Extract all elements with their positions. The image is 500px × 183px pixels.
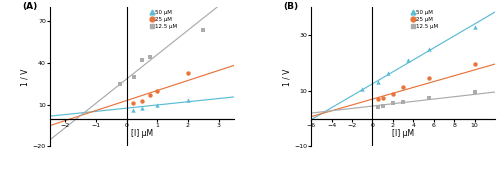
Point bbox=[389, 92, 397, 95]
Point bbox=[138, 59, 146, 62]
Point bbox=[424, 77, 432, 80]
Point bbox=[130, 75, 138, 78]
Point bbox=[384, 71, 392, 74]
Point bbox=[424, 96, 432, 99]
Point bbox=[389, 102, 397, 105]
X-axis label: [I] μM: [I] μM bbox=[392, 129, 414, 138]
Point bbox=[184, 98, 192, 101]
Point bbox=[116, 82, 124, 85]
Point bbox=[399, 100, 407, 103]
Point bbox=[138, 107, 146, 110]
Point bbox=[184, 71, 192, 74]
Text: (B): (B) bbox=[284, 2, 298, 11]
Point bbox=[154, 103, 162, 106]
Point bbox=[424, 48, 432, 51]
Point bbox=[378, 96, 386, 99]
X-axis label: [I] μM: [I] μM bbox=[131, 129, 153, 138]
Point bbox=[374, 98, 382, 101]
Point bbox=[374, 81, 382, 84]
Point bbox=[146, 94, 154, 96]
Legend: 50 μM, 25 μM, 12.5 μM: 50 μM, 25 μM, 12.5 μM bbox=[410, 7, 440, 31]
Point bbox=[470, 25, 478, 28]
Text: (A): (A) bbox=[22, 2, 38, 11]
Point bbox=[404, 59, 412, 62]
Y-axis label: 1 / V: 1 / V bbox=[282, 68, 291, 85]
Point bbox=[154, 89, 162, 92]
Point bbox=[199, 28, 207, 31]
Legend: 50 μM, 25 μM, 12.5 μM: 50 μM, 25 μM, 12.5 μM bbox=[148, 7, 180, 31]
Point bbox=[470, 91, 478, 94]
Point bbox=[470, 63, 478, 66]
Point bbox=[399, 85, 407, 88]
Y-axis label: 1 / V: 1 / V bbox=[21, 68, 30, 85]
Point bbox=[128, 102, 136, 105]
Point bbox=[358, 88, 366, 91]
Point bbox=[374, 106, 382, 109]
Point bbox=[128, 108, 136, 111]
Point bbox=[378, 105, 386, 108]
Point bbox=[146, 56, 154, 59]
Point bbox=[138, 99, 146, 102]
